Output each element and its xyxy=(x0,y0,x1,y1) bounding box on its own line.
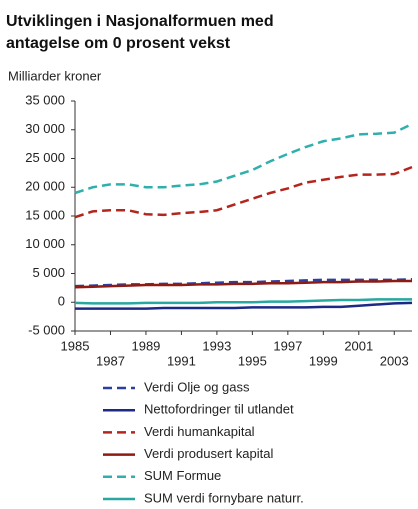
series-line xyxy=(75,301,413,310)
chart-title: antagelse om 0 prosent vekst xyxy=(6,35,231,52)
x-tick-label: 1997 xyxy=(273,338,302,353)
y-tick-label: 10 000 xyxy=(25,236,65,251)
y-tick-label: 35 000 xyxy=(25,92,65,107)
x-tick-label: 1999 xyxy=(309,353,338,368)
y-tick-label: -5 000 xyxy=(28,322,65,337)
x-tick-label: 2001 xyxy=(344,338,373,353)
legend-label: SUM verdi fornybare naturr. xyxy=(144,490,304,505)
x-tick-label: 1987 xyxy=(96,353,125,368)
series-line xyxy=(74,122,413,195)
y-tick-label: 0 xyxy=(58,294,65,309)
x-tick-label: 1989 xyxy=(131,338,160,353)
x-tick-label: 1995 xyxy=(238,353,267,368)
x-tick-label: 1985 xyxy=(61,338,90,353)
legend-label: SUM Formue xyxy=(144,468,221,483)
legend-label: Nettofordringer til utlandet xyxy=(144,402,294,417)
x-tick-label: 1993 xyxy=(202,338,231,353)
legend-label: Verdi humankapital xyxy=(144,424,255,439)
chart-title: Utviklingen i Nasjonalformuen med xyxy=(6,13,274,30)
y-axis-label: Milliarder kroner xyxy=(8,68,102,83)
legend-label: Verdi produsert kapital xyxy=(144,446,273,461)
y-tick-label: 5 000 xyxy=(32,265,65,280)
series-line xyxy=(74,298,412,305)
y-tick-label: 25 000 xyxy=(25,150,65,165)
y-tick-label: 15 000 xyxy=(25,207,65,222)
x-tick-label: 2003 xyxy=(380,353,409,368)
series-line xyxy=(74,165,413,219)
y-tick-label: 30 000 xyxy=(25,121,65,136)
legend-label: Verdi Olje og gass xyxy=(144,379,250,394)
series-line xyxy=(74,279,412,289)
y-tick-label: 20 000 xyxy=(25,179,65,194)
x-tick-label: 1991 xyxy=(167,353,196,368)
